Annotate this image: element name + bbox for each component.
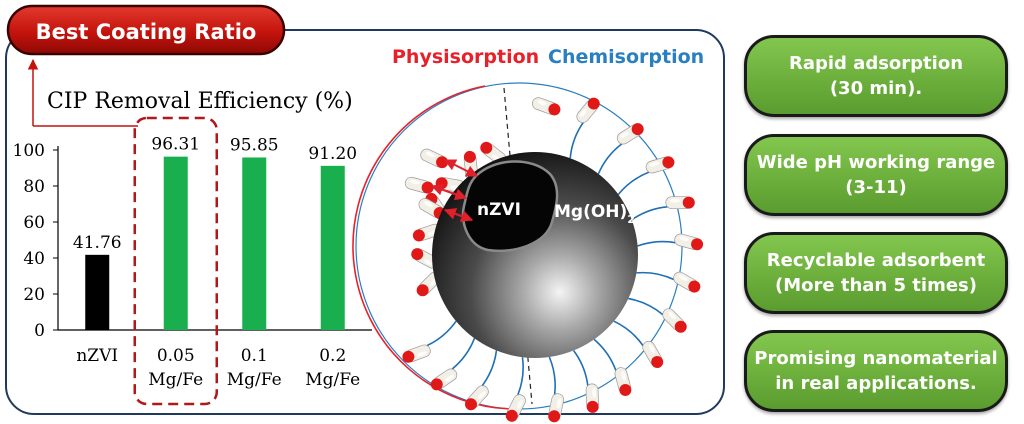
cip-molecule bbox=[645, 156, 675, 174]
x-tick-label: 0.1 bbox=[241, 346, 268, 366]
feature-line-2: (3-11) bbox=[845, 177, 907, 198]
y-tick-label: 40 bbox=[23, 249, 45, 269]
cip-molecule bbox=[674, 233, 704, 251]
chemisorption-tether bbox=[517, 357, 524, 396]
y-tick-label: 20 bbox=[23, 285, 45, 305]
cip-molecule bbox=[532, 97, 561, 116]
nzvi-core-label: nZVI bbox=[477, 200, 521, 220]
feature-line-1: Rapid adsorption bbox=[788, 53, 964, 74]
chart-title: CIP Removal Efficiency (%) bbox=[47, 89, 353, 114]
chemisorption-tether bbox=[597, 143, 623, 175]
bar-2 bbox=[163, 156, 188, 330]
chemisorption-tether bbox=[637, 240, 676, 247]
chemisorption-tether bbox=[593, 338, 617, 371]
chemisorption-tether bbox=[426, 320, 457, 347]
y-tick-label: 100 bbox=[13, 141, 45, 161]
cip-molecule bbox=[673, 271, 701, 293]
chemisorption-tether bbox=[572, 350, 589, 386]
x-tick-label: nZVI bbox=[76, 346, 118, 366]
chemisorption-tether bbox=[636, 271, 675, 281]
physisorption-arrow bbox=[443, 208, 474, 222]
cip-molecule bbox=[464, 385, 489, 411]
feature-rapid-adsorption: Rapid adsorption (30 min). bbox=[744, 35, 1008, 117]
x-tick-label-line2: Mg/Fe bbox=[227, 370, 282, 390]
physisorption-arrow bbox=[443, 159, 479, 177]
feature-recyclable: Recyclable adsorbent (More than 5 times) bbox=[744, 232, 1008, 314]
chemisorption-tether bbox=[631, 205, 668, 221]
cip-molecule bbox=[585, 383, 599, 413]
physisorption-arrow bbox=[430, 183, 468, 201]
chemisorption-tether bbox=[569, 122, 584, 159]
y-tick-label: 60 bbox=[23, 213, 45, 233]
chemisorption-tether bbox=[628, 297, 664, 316]
chemisorption-tether bbox=[481, 350, 498, 387]
x-tick-label-line2: Mg/Fe bbox=[148, 370, 203, 390]
cip-molecules bbox=[402, 97, 704, 423]
chemisorption-tether bbox=[548, 356, 556, 395]
bar-4 bbox=[320, 165, 345, 330]
badge-label: Best Coating Ratio bbox=[36, 20, 257, 44]
mg-oh2-label: Mg(OH)2 bbox=[554, 202, 635, 226]
cip-molecule bbox=[614, 367, 632, 396]
cip-molecule bbox=[430, 368, 458, 391]
feature-line-1: Promising nanomaterial bbox=[754, 348, 998, 369]
bar-3 bbox=[242, 157, 267, 330]
cip-molecule bbox=[662, 308, 687, 333]
feature-wide-ph-range: Wide pH working range (3-11) bbox=[744, 134, 1008, 216]
cip-molecule bbox=[404, 176, 434, 194]
x-tick-label: 0.05 bbox=[157, 346, 195, 366]
chemisorption-tether bbox=[617, 171, 650, 195]
best-coating-badge: Best Coating Ratio bbox=[6, 4, 286, 56]
cip-molecule bbox=[402, 344, 431, 363]
feature-line-1: Wide pH working range bbox=[756, 152, 996, 173]
removal-efficiency-chart: CIP Removal Efficiency (%) 0 20 40 60 80 100 4… bbox=[13, 89, 372, 406]
chemisorption-label: Chemisorption bbox=[548, 46, 704, 68]
x-tick-label-line2: Mg/Fe bbox=[305, 370, 360, 390]
cip-molecule bbox=[548, 393, 565, 423]
feature-line-2: in real applications. bbox=[775, 373, 977, 394]
cip-molecule bbox=[665, 196, 695, 210]
physisorption-arrows bbox=[430, 159, 479, 222]
cip-molecule bbox=[576, 97, 600, 123]
feature-line-1: Recyclable adsorbent bbox=[766, 250, 986, 271]
bar-value-label: 41.76 bbox=[73, 233, 122, 253]
chemisorption-tether bbox=[451, 338, 476, 370]
chemisorption-tether bbox=[613, 320, 644, 347]
cip-molecule bbox=[411, 248, 439, 269]
y-tick-label: 0 bbox=[34, 321, 45, 341]
x-tick-label: 0.2 bbox=[319, 346, 346, 366]
particle-illustration: nZVI Mg(OH)2 bbox=[352, 82, 704, 423]
highlight-box bbox=[133, 116, 218, 406]
bar-value-label: 91.20 bbox=[308, 144, 357, 164]
bar-value-label: 95.85 bbox=[230, 135, 279, 155]
y-tick-label: 80 bbox=[23, 177, 45, 197]
physisorption-arc bbox=[352, 85, 520, 410]
bar-1 bbox=[85, 254, 110, 330]
physisorption-label: Physisorption bbox=[392, 46, 539, 68]
cip-molecule bbox=[505, 394, 526, 422]
feature-real-applications: Promising nanomaterial in real applicati… bbox=[744, 330, 1008, 412]
nzvi-core bbox=[461, 160, 559, 253]
bar-value-label: 96.31 bbox=[151, 135, 200, 155]
cip-molecule bbox=[642, 340, 664, 369]
feature-line-2: (More than 5 times) bbox=[775, 275, 977, 296]
cip-molecule bbox=[616, 123, 644, 145]
feature-line-2: (30 min). bbox=[829, 78, 923, 99]
